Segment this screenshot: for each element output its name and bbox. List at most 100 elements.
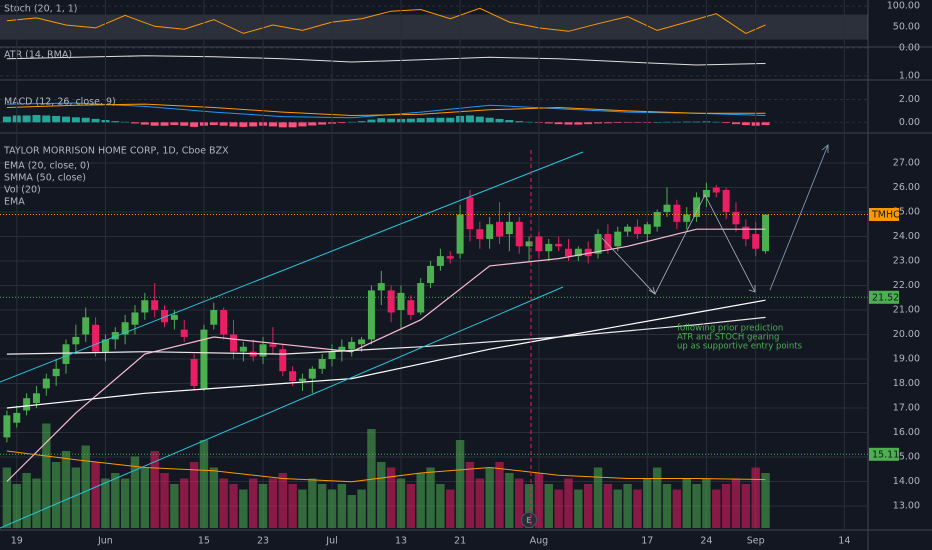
price-tag (869, 207, 899, 221)
candle-body (239, 346, 247, 352)
histogram-bar (672, 121, 681, 123)
price-tag-label: 21.52 (872, 292, 899, 303)
histogram-bar (91, 118, 100, 123)
volume-bar (751, 467, 760, 528)
candle-body (161, 310, 169, 323)
volume-bar (633, 489, 642, 528)
volume-bar (455, 440, 465, 528)
volume-bar (436, 484, 445, 528)
candle-body (722, 189, 730, 213)
volume-bar (199, 440, 209, 528)
volume-bar (120, 478, 130, 528)
trend-line (0, 286, 564, 529)
volume-bar (652, 467, 662, 528)
price-tag (869, 290, 899, 304)
volume-bar (101, 478, 110, 528)
candle-body (574, 248, 582, 257)
volume-bar (515, 478, 524, 528)
candle-body (318, 359, 326, 369)
y-tick-label: 23.00 (893, 256, 920, 267)
candle-body (220, 310, 228, 335)
candle-body (525, 241, 533, 247)
histogram-bar (42, 115, 51, 123)
y-tick-label: 27.00 (893, 158, 920, 169)
histogram-bar (298, 122, 307, 127)
volume-bar (702, 478, 711, 528)
candle-body (377, 283, 385, 291)
volume-bar (377, 462, 386, 528)
volume-bar (495, 462, 504, 528)
volume-bar (317, 484, 327, 528)
histogram-bar (731, 122, 740, 125)
candle-body (555, 243, 563, 247)
indicator-line (6, 55, 766, 66)
volume-bar (249, 478, 258, 528)
volume-bar (475, 478, 485, 528)
histogram-bar (308, 122, 317, 126)
histogram-bar (387, 118, 396, 123)
histogram-bar (62, 116, 71, 123)
volume-bar (229, 484, 238, 528)
candle-body (101, 339, 109, 352)
volume-bar (209, 467, 218, 528)
volume-bar (692, 484, 701, 528)
volume-bar (603, 484, 613, 528)
projection-arrow (769, 144, 829, 291)
volume-bar (219, 478, 228, 528)
histogram-bar (160, 122, 169, 126)
volume-bar (170, 484, 179, 528)
event-badge (521, 512, 538, 528)
candle-body (210, 310, 218, 325)
histogram-bar (150, 122, 159, 126)
volume-bar (534, 473, 544, 528)
annotation: up as supportive entry points (677, 342, 803, 352)
histogram-bar (2, 116, 11, 123)
volume-bar (160, 473, 169, 528)
histogram-bar (515, 121, 524, 123)
y-tick-label: 1.00 (899, 70, 920, 81)
histogram-bar (426, 117, 435, 123)
histogram-bar (436, 117, 445, 123)
histogram-bar (495, 118, 504, 123)
y-tick-label: 22.00 (893, 280, 920, 291)
histogram-bar (406, 118, 415, 123)
volume-bar (465, 462, 475, 528)
volume-bar (643, 478, 652, 528)
histogram-bar (377, 118, 386, 123)
histogram-bar (170, 122, 179, 126)
y-tick-label: 18.00 (893, 378, 920, 389)
pane-title: MACD (12, 26, close, 9) (4, 97, 116, 108)
histogram-bar (249, 122, 258, 127)
volume-bar (741, 484, 751, 528)
candle-body (180, 329, 188, 337)
candle-body (387, 290, 395, 313)
histogram-bar (347, 121, 356, 123)
candle-body (13, 412, 21, 423)
candle-body (436, 256, 444, 266)
histogram-bar (32, 115, 41, 123)
candle-body (62, 344, 70, 364)
volume-bar (613, 489, 622, 528)
volume-bar (12, 484, 21, 528)
legend-entry: Vol (20) (4, 185, 41, 196)
candle-body (633, 226, 641, 235)
candle-body (259, 344, 267, 357)
volume-bar (416, 473, 425, 528)
histogram-bar (111, 121, 120, 123)
candle-body (663, 204, 671, 213)
candle-body (397, 292, 405, 311)
histogram-bar (682, 121, 691, 123)
volume-bar (662, 484, 672, 528)
candle-body (269, 344, 277, 347)
volume-bar (446, 489, 455, 528)
volume-bar (140, 467, 150, 528)
arrow-head (748, 285, 756, 293)
histogram-bar (564, 122, 573, 125)
histogram-bar (367, 119, 376, 123)
indicator-line (6, 103, 766, 117)
volume-bar (564, 478, 573, 528)
candle-body (604, 234, 612, 249)
volume-bar (288, 484, 297, 528)
volume-bar (761, 473, 770, 528)
histogram-bar (229, 122, 238, 127)
